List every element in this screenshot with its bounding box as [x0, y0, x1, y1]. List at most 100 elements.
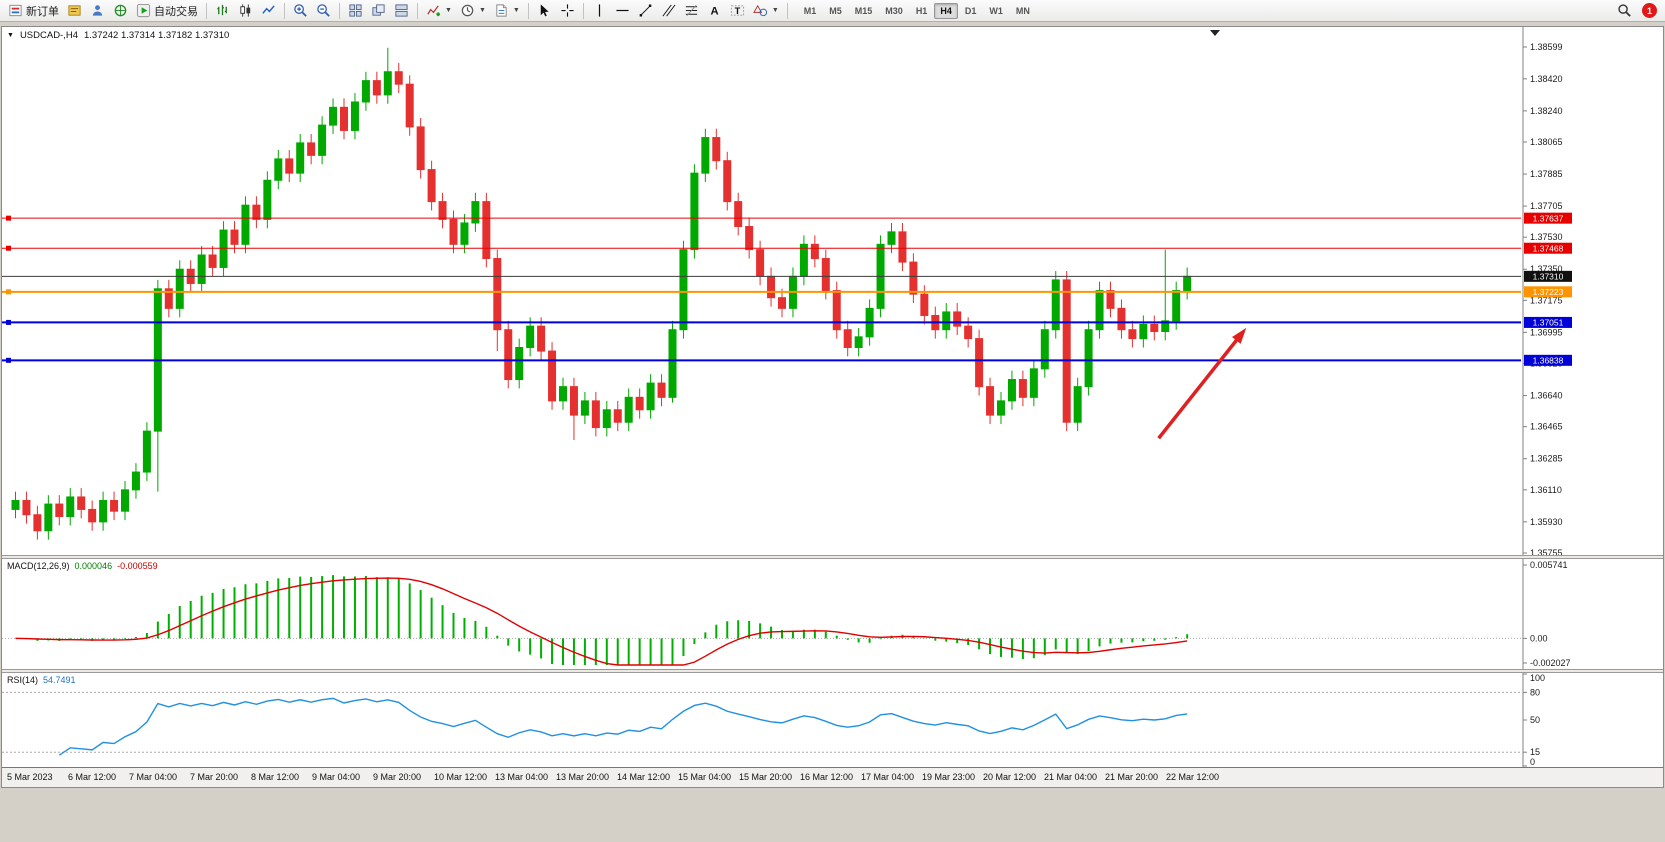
channel-icon — [661, 3, 676, 18]
svg-text:1.36110: 1.36110 — [1530, 485, 1562, 495]
new-order-button[interactable]: 新订单 — [4, 1, 63, 20]
macd-panel[interactable]: MACD(12,26,9) 0.000046 -0.000559 0.00574… — [2, 559, 1663, 669]
timeframe-h4-button[interactable]: H4 — [934, 2, 958, 19]
rsi-canvas[interactable]: 100 80 50 150 — [2, 673, 1665, 767]
svg-text:1.36640: 1.36640 — [1530, 391, 1563, 401]
trendline-button[interactable] — [634, 1, 657, 20]
time-axis-label: 14 Mar 12:00 — [617, 772, 671, 782]
bar-chart-button[interactable] — [211, 1, 234, 20]
toolbar-right: 1 — [1613, 1, 1661, 20]
timeframe-m1-button[interactable]: M1 — [803, 5, 817, 16]
time-axis-label: 16 Mar 12:00 — [800, 772, 854, 782]
timeframe-mn-button[interactable]: MN — [1015, 5, 1030, 16]
timeframe-m5-button[interactable]: M5 — [829, 5, 842, 16]
text-button[interactable]: A — [703, 1, 726, 20]
channel-button[interactable] — [657, 1, 680, 20]
zoom-in-button[interactable] — [289, 1, 312, 20]
autotrading-button[interactable]: 自动交易 — [132, 1, 202, 20]
macd-main-value: 0.000046 — [74, 561, 113, 571]
periods-button[interactable]: ▼ — [456, 1, 490, 20]
timeframe-m15-button[interactable]: M15 — [854, 5, 873, 16]
horizontal-line-button[interactable] — [611, 1, 634, 20]
timeframe-m30-button[interactable]: M30 — [885, 5, 903, 16]
autotrading-play-icon — [136, 3, 151, 18]
svg-text:A: A — [710, 5, 718, 17]
search-button[interactable] — [1613, 1, 1636, 20]
fibonacci-button[interactable] — [680, 1, 703, 20]
metaeditor-button[interactable] — [109, 1, 132, 20]
time-axis-label: 20 Mar 12:00 — [983, 772, 1037, 782]
level-lines-layer[interactable] — [2, 215, 1521, 363]
svg-text:1.37223: 1.37223 — [1533, 287, 1564, 297]
svg-text:15: 15 — [1530, 747, 1540, 757]
time-axis-label: 10 Mar 12:00 — [434, 772, 488, 782]
panel-splitter[interactable] — [2, 669, 1663, 673]
indicators-button[interactable]: ▼ — [422, 1, 456, 20]
separator — [339, 2, 340, 19]
time-axis-label: 9 Mar 04:00 — [312, 772, 361, 782]
price-scale[interactable]: 1.38599 1.38420 1.38240 1.38065 1.37885 1.377… — [1522, 27, 1572, 555]
svg-text:1.38065: 1.38065 — [1530, 137, 1563, 147]
new-order-label: 新订单 — [26, 5, 59, 18]
svg-text:80: 80 — [1530, 687, 1540, 697]
svg-text:1.37637: 1.37637 — [1533, 213, 1564, 223]
fibonacci-icon — [684, 3, 699, 18]
tile-horizontal-button[interactable] — [390, 1, 413, 20]
time-axis-label: 21 Mar 04:00 — [1044, 772, 1098, 782]
time-axis-label: 8 Mar 12:00 — [251, 772, 300, 782]
line-chart-button[interactable] — [257, 1, 280, 20]
svg-text:1.36838: 1.36838 — [1533, 356, 1564, 366]
panel-splitter[interactable] — [2, 555, 1663, 559]
timeframe-w1-button[interactable]: W1 — [989, 5, 1003, 16]
vertical-line-button[interactable] — [588, 1, 611, 20]
chevron-down-icon: ▼ — [478, 7, 486, 14]
chart-ohlc-values: 1.37242 1.37314 1.37182 1.37310 — [84, 30, 230, 41]
crosshair-button[interactable] — [556, 1, 579, 20]
candles-layer[interactable] — [11, 47, 1192, 540]
cursor-button[interactable] — [533, 1, 556, 20]
svg-text:1.37530: 1.37530 — [1530, 232, 1563, 242]
time-axis-label: 21 Mar 20:00 — [1105, 772, 1159, 782]
price-panel[interactable]: ▼ USDCAD-,H4 1.37242 1.37314 1.37182 1.3… — [2, 27, 1663, 555]
templates-button[interactable]: ▼ — [490, 1, 524, 20]
time-axis-label: 7 Mar 20:00 — [190, 772, 239, 782]
candlestick-chart-button[interactable] — [234, 1, 257, 20]
zoom-in-icon — [293, 3, 308, 18]
terminal-button[interactable] — [63, 1, 86, 20]
svg-text:1.36285: 1.36285 — [1530, 454, 1563, 464]
text-label-button[interactable]: T — [726, 1, 749, 20]
timeframe-d1-button[interactable]: D1 — [964, 5, 977, 16]
svg-text:1.38420: 1.38420 — [1530, 74, 1563, 84]
macd-scale[interactable]: 0.005741 0.00 -0.002027 — [1522, 559, 1571, 669]
line-chart-icon — [261, 3, 276, 18]
svg-text:1.37350: 1.37350 — [1530, 264, 1563, 274]
time-axis-label: 7 Mar 04:00 — [129, 772, 178, 782]
chevron-down-icon: ▼ — [445, 7, 452, 14]
svg-text:1.38240: 1.38240 — [1530, 106, 1563, 116]
tile-windows-button[interactable] — [344, 1, 367, 20]
notification-badge[interactable]: 1 — [1642, 3, 1657, 18]
cascade-windows-button[interactable] — [367, 1, 390, 20]
svg-text:1.37468: 1.37468 — [1533, 243, 1564, 253]
periods-clock-icon — [460, 3, 475, 18]
crosshair-icon — [560, 3, 575, 18]
time-axis[interactable]: 5 Mar 2023 6 Mar 12:00 7 Mar 04:00 7 Mar 20… — [2, 767, 1663, 787]
time-axis-label: 6 Mar 12:00 — [68, 772, 117, 782]
price-chart-canvas[interactable]: 1.38599 1.38420 1.38240 1.38065 1.37885 1.377… — [2, 27, 1665, 555]
strategy-tester-button[interactable] — [86, 1, 109, 20]
macd-label: MACD(12,26,9) 0.000046 -0.000559 — [7, 561, 158, 571]
candlestick-icon — [238, 3, 253, 18]
time-axis-label: 19 Mar 23:00 — [922, 772, 976, 782]
macd-canvas[interactable]: 0.005741 0.00 -0.002027 — [2, 559, 1665, 669]
rsi-value: 54.7491 — [43, 675, 76, 685]
rsi-scale[interactable]: 100 80 50 150 — [1522, 673, 1545, 767]
tile-horizontal-icon — [394, 3, 409, 18]
zoom-out-button[interactable] — [312, 1, 335, 20]
shapes-button[interactable]: ▼ — [749, 1, 783, 20]
timeframe-h1-button[interactable]: H1 — [915, 5, 928, 16]
toolbar: 新订单 自动交易 — [0, 0, 1665, 22]
chart-shift-marker[interactable] — [1210, 30, 1220, 36]
arrow-annotation[interactable] — [1157, 327, 1247, 440]
tile-windows-icon — [348, 3, 363, 18]
rsi-panel[interactable]: RSI(14) 54.7491 100 80 50 15 0 — [2, 673, 1663, 767]
